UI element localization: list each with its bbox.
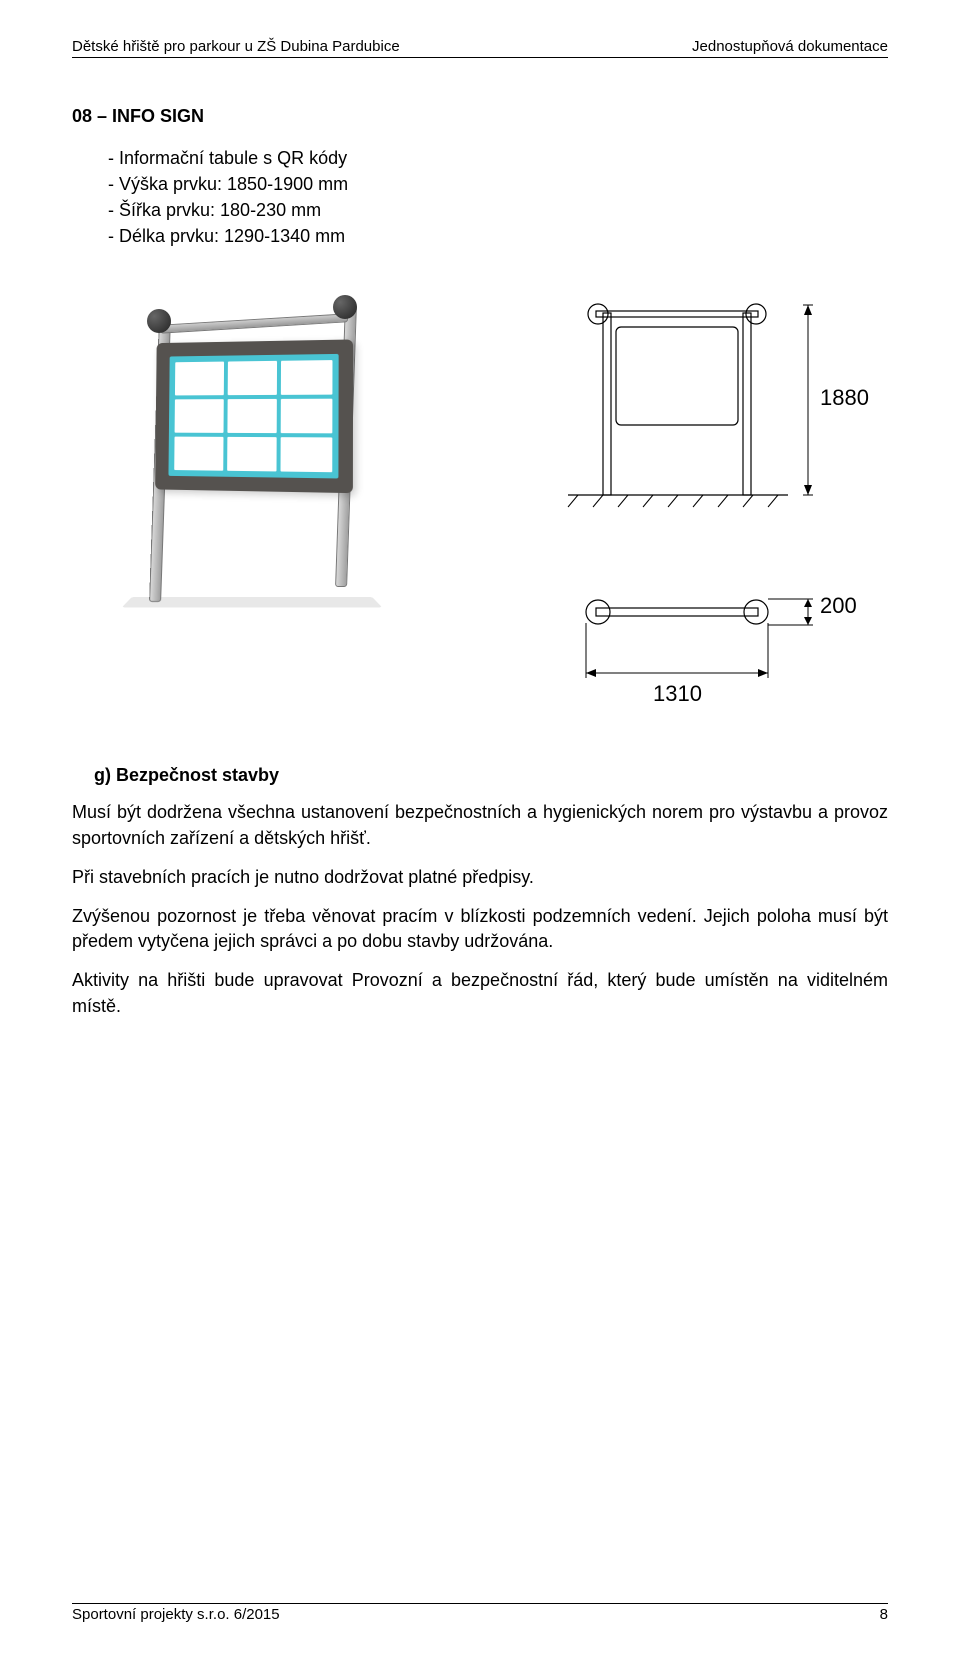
qr-cell [227, 437, 277, 472]
plan-drawing: 200 1310 [548, 563, 868, 723]
spec-list: Informační tabule s QR kódy Výška prvku:… [108, 145, 888, 249]
footer: Sportovní projekty s.r.o. 6/2015 8 [72, 1603, 888, 1623]
list-item: Šířka prvku: 180-230 mm [108, 197, 888, 223]
qr-cell [281, 360, 332, 395]
qr-cell [227, 361, 277, 395]
footer-left: Sportovní projekty s.r.o. 6/2015 [72, 1606, 280, 1623]
dim-plan-width: 1310 [653, 681, 702, 707]
illustration-3d [72, 285, 442, 625]
list-item: Výška prvku: 1850-1900 mm [108, 171, 888, 197]
section-title: 08 – INFO SIGN [72, 106, 888, 127]
qr-cell [281, 438, 332, 473]
qr-cell [175, 400, 224, 434]
figure-row: 1880 [72, 285, 888, 723]
elevation-drawing: 1880 [548, 285, 868, 535]
dim-elev-height: 1880 [820, 385, 869, 411]
paragraph: Musí být dodržena všechna ustanovení bez… [72, 800, 888, 850]
header-left: Dětské hřiště pro parkour u ZŠ Dubina Pa… [72, 38, 400, 55]
header-right: Jednostupňová dokumentace [692, 38, 888, 55]
technical-drawings: 1880 [548, 285, 888, 723]
dim-plan-depth: 200 [820, 593, 857, 619]
crossbar [160, 314, 348, 334]
subsection-title: g) Bezpečnost stavby [94, 765, 888, 786]
qr-cell [281, 399, 332, 434]
info-panel [155, 340, 353, 494]
qr-cell [227, 399, 277, 433]
header: Dětské hřiště pro parkour u ZŠ Dubina Pa… [72, 38, 888, 58]
qr-cell [175, 362, 224, 396]
info-panel-screen [168, 354, 338, 479]
footer-page: 8 [880, 1606, 888, 1623]
paragraph: Aktivity na hřišti bude upravovat Provoz… [72, 968, 888, 1018]
paragraph: Při stavebních pracích je nutno dodržova… [72, 865, 888, 890]
paragraph: Zvýšenou pozornost je třeba věnovat prac… [72, 904, 888, 954]
qr-cell [174, 437, 223, 471]
list-item: Délka prvku: 1290-1340 mm [108, 223, 888, 249]
list-item: Informační tabule s QR kódy [108, 145, 888, 171]
